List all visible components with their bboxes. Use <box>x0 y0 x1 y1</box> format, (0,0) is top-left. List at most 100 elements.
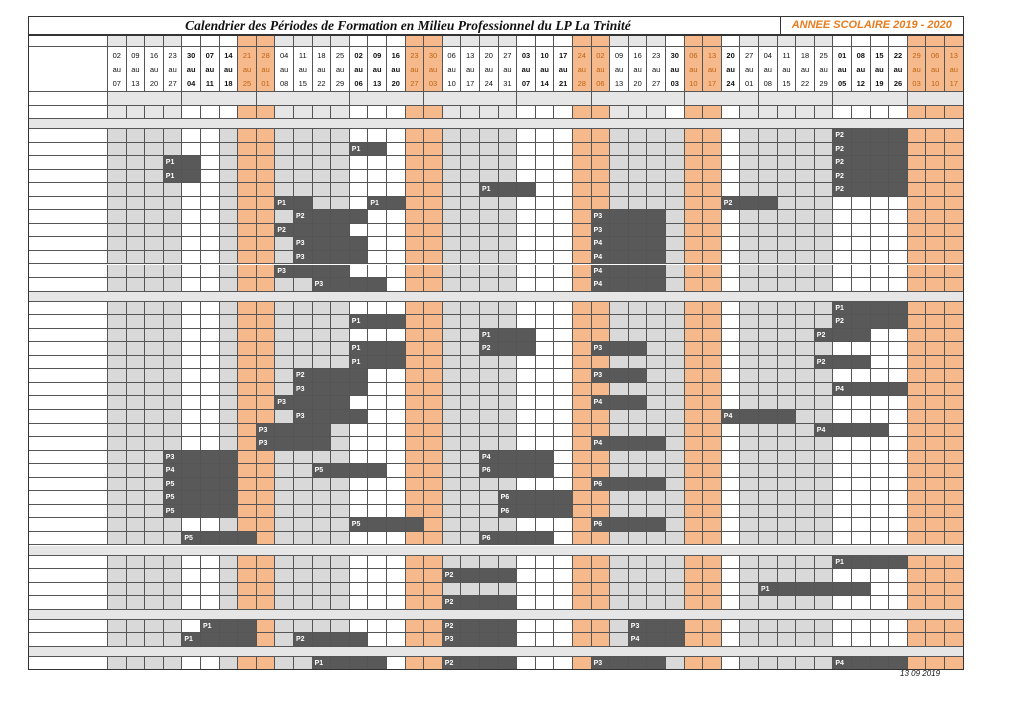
calendar-cell <box>889 464 908 478</box>
calendar-cell <box>498 355 518 370</box>
calendar-cell <box>517 196 536 211</box>
calendar-cell <box>610 596 629 610</box>
calendar-cell <box>145 491 164 505</box>
internship-period-cell <box>312 633 332 647</box>
date-column: 13 au 17 <box>945 47 964 92</box>
internship-period-cell <box>870 656 890 671</box>
calendar-cell <box>108 382 127 397</box>
calendar-cell <box>889 450 908 465</box>
calendar-cell <box>126 633 146 647</box>
calendar-cell <box>907 369 927 383</box>
internship-period-cell: P1 <box>480 328 499 343</box>
period-label: P3 <box>277 399 286 407</box>
calendar-cell <box>573 264 592 279</box>
calendar-cell <box>349 569 369 583</box>
calendar-cell <box>517 582 536 597</box>
calendar-cell <box>275 596 294 610</box>
internship-period-cell <box>312 369 332 383</box>
calendar-cell <box>777 504 797 519</box>
calendar-cell <box>368 250 387 265</box>
date-au: au <box>372 65 382 74</box>
internship-period-cell <box>610 264 629 279</box>
calendar-cell <box>424 596 443 610</box>
calendar-cell <box>535 301 555 316</box>
calendar-cell <box>424 410 443 424</box>
internship-period-cell: P4 <box>591 250 611 265</box>
period-label: P5 <box>314 467 324 475</box>
internship-period-cell: P1 <box>349 355 369 370</box>
calendar-cell <box>759 450 778 465</box>
internship-period-cell <box>349 278 369 292</box>
calendar-cell <box>796 569 815 583</box>
calendar-cell <box>405 315 425 329</box>
date-end: 17 <box>949 79 958 88</box>
calendar-cell <box>349 396 369 410</box>
calendar-cell <box>145 210 164 224</box>
calendar-cell <box>814 569 834 583</box>
calendar-cell <box>424 328 443 343</box>
calendar-cell <box>331 596 350 610</box>
calendar-week <box>256 106 276 119</box>
calendar-cell <box>814 301 834 316</box>
calendar-cell <box>740 223 759 238</box>
date-start: 24 <box>577 51 586 60</box>
calendar-cell <box>517 250 536 265</box>
internship-period-cell <box>498 619 518 634</box>
calendar-cell <box>238 156 257 170</box>
calendar-cell <box>442 196 462 211</box>
calendar-cell <box>889 531 908 546</box>
calendar-cell <box>163 410 183 424</box>
calendar-cell <box>126 142 146 157</box>
calendar-cell <box>163 518 183 532</box>
calendar-cell <box>814 382 834 397</box>
calendar-cell <box>666 437 685 451</box>
calendar-cell <box>126 491 146 505</box>
calendar-cell <box>926 223 945 238</box>
school-week-S35 <box>740 35 759 47</box>
internship-period-cell <box>349 633 369 647</box>
calendar-cell <box>889 491 908 505</box>
period-label: P2 <box>277 226 286 234</box>
internship-period-cell: P1 <box>368 196 387 211</box>
date-column: 04 au 08 <box>275 47 294 92</box>
date-column: 27 au 01 <box>740 47 759 92</box>
calendar-cell <box>108 396 127 410</box>
calendar-cell <box>182 596 201 610</box>
calendar-cell <box>852 278 871 292</box>
internship-period-cell <box>349 464 369 478</box>
date-start: 02 <box>596 51 605 60</box>
internship-period-cell <box>238 633 257 647</box>
calendar-cell <box>182 264 201 279</box>
calendar-cell <box>126 450 146 465</box>
calendar-cell <box>126 196 146 211</box>
internship-period-cell: P5 <box>163 504 183 519</box>
program-label <box>28 210 108 224</box>
internship-period-cell <box>535 504 555 519</box>
school-week-S14 <box>349 35 369 47</box>
program-label <box>28 582 108 597</box>
calendar-cell <box>126 328 146 343</box>
calendar-cell <box>796 531 815 546</box>
calendar-cell <box>907 569 927 583</box>
calendar-cell <box>703 423 722 438</box>
calendar-cell <box>126 396 146 410</box>
school-week-S42 <box>870 35 890 47</box>
calendar-cell <box>684 156 704 170</box>
calendar-cell <box>926 183 945 197</box>
calendar-cell <box>461 396 480 410</box>
program-label <box>28 142 108 157</box>
calendar-cell <box>238 210 257 224</box>
calendar-cell <box>387 278 406 292</box>
calendar-cell <box>684 301 704 316</box>
calendar-cell <box>926 531 945 546</box>
calendar-cell <box>703 355 722 370</box>
calendar-week <box>889 106 908 119</box>
calendar-cell <box>926 355 945 370</box>
internship-period-cell: P4 <box>591 278 611 292</box>
calendar-cell <box>126 518 146 532</box>
internship-period-cell <box>852 129 871 143</box>
internship-period-cell: P3 <box>591 210 611 224</box>
calendar-cell <box>814 183 834 197</box>
calendar-cell <box>796 437 815 451</box>
calendar-cell <box>926 477 945 492</box>
